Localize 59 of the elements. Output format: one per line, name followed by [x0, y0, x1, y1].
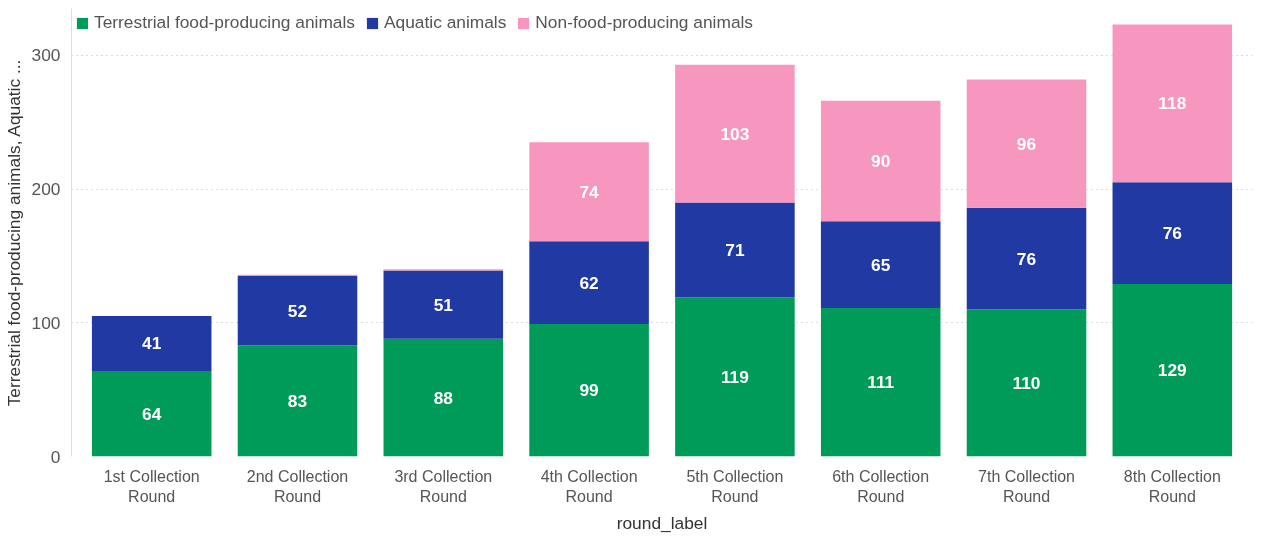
- data-label: 111: [867, 372, 895, 393]
- bar: [966, 309, 1087, 457]
- bar: [966, 79, 1087, 208]
- data-label: 65: [871, 254, 891, 275]
- y-tick-label: 100: [31, 312, 61, 333]
- legend-label: Aquatic animals: [384, 12, 507, 33]
- data-label: 110: [1012, 372, 1041, 393]
- x-tick-label: 3rd Collection Round: [394, 467, 493, 505]
- x-tick-label: 8th Collection Round: [1123, 467, 1221, 505]
- bar: [529, 241, 649, 325]
- data-label: 76: [1016, 248, 1037, 269]
- y-tick-label: 0: [50, 446, 61, 467]
- data-label: 71: [725, 239, 745, 260]
- legend-label: Non-food-producing animals: [535, 12, 754, 33]
- data-label: 76: [1162, 223, 1183, 244]
- x-axis-title: round_label: [616, 512, 708, 533]
- bar: [675, 297, 795, 457]
- bar: [383, 338, 504, 457]
- bar: [966, 207, 1087, 310]
- data-label: 119: [720, 366, 749, 387]
- x-tick-label: 5th Collection Round: [686, 467, 784, 505]
- bar: [383, 270, 504, 339]
- bar: [91, 316, 212, 371]
- data-label: 129: [1157, 360, 1187, 381]
- bar: [1112, 182, 1233, 284]
- data-label: 83: [287, 391, 308, 411]
- data-label: 51: [433, 294, 454, 315]
- data-label: 96: [1016, 133, 1037, 154]
- data-label: 41: [142, 333, 162, 354]
- data-label: 118: [1158, 93, 1187, 114]
- x-tick-label: 4th Collection Round: [540, 467, 638, 505]
- bar: [529, 324, 649, 457]
- x-tick-label: 2nd Collection Round: [246, 467, 349, 505]
- bar: [91, 370, 212, 457]
- data-label: 62: [579, 272, 599, 293]
- data-label: 90: [871, 150, 891, 171]
- y-tick-label: 300: [31, 45, 61, 66]
- y-tick-label: 200: [31, 179, 61, 200]
- x-tick-label: 6th Collection Round: [832, 467, 930, 505]
- y-axis-title: Terrestrial food-producing animals, Aquatic ...: [3, 59, 24, 407]
- data-label: 74: [579, 181, 600, 202]
- bar: [1112, 24, 1233, 183]
- data-label: 88: [433, 387, 454, 408]
- bar: [529, 142, 649, 242]
- bar: [675, 64, 795, 203]
- bar: [820, 308, 941, 457]
- x-tick-label: 1st Collection Round: [103, 467, 200, 505]
- bar: [820, 221, 941, 309]
- x-tick-label: 7th Collection Round: [978, 467, 1075, 505]
- bar: [237, 275, 358, 346]
- legend-label: Terrestrial food-producing animals: [94, 12, 356, 33]
- data-label: 52: [287, 300, 308, 321]
- data-label: 103: [720, 123, 750, 144]
- bar: [820, 100, 941, 222]
- data-label: 99: [579, 380, 599, 401]
- bar: [675, 202, 795, 298]
- bar: [1112, 283, 1233, 457]
- bar: [237, 345, 358, 457]
- data-label: 64: [142, 403, 162, 424]
